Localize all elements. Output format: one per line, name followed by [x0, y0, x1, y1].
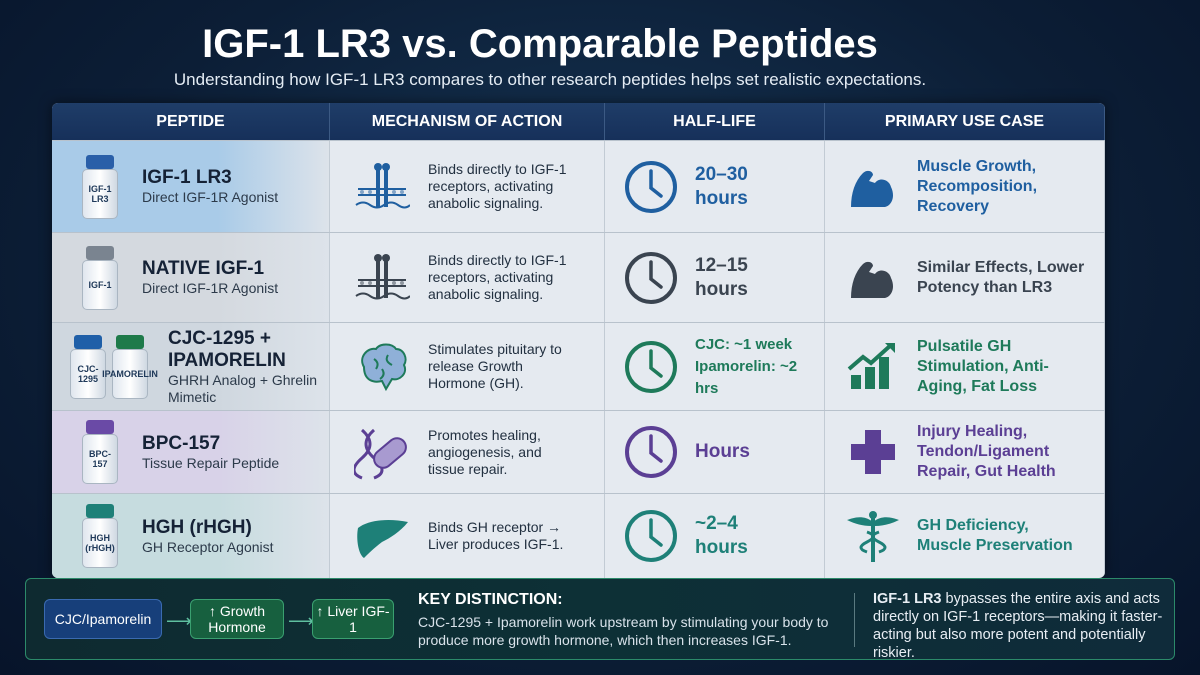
peptide-cell: CJC-1295 IPAMORELIN CJC-1295 + IPAMORELIN G… [52, 323, 330, 410]
clock-icon [623, 159, 679, 215]
caduceus-icon [845, 508, 901, 564]
peptide-cell: BPC-157 BPC-157 Tissue Repair Peptide [52, 411, 330, 493]
use-case-text: Pulsatile GH Stimulation, Anti-Aging, Fa… [917, 337, 1049, 395]
comparison-table: PEPTIDE MECHANISM OF ACTION HALF-LIFE PR… [52, 103, 1105, 578]
half-life-value: CJC: ~1 week Ipamorelin: ~2 hrs [695, 335, 798, 397]
dna-bandage-icon [352, 424, 410, 480]
divider [854, 593, 855, 647]
use-case-text: Injury Healing, Tendon/Ligament Repair, … [917, 423, 1056, 480]
half-life-value: 12–15 hours [695, 254, 748, 300]
key-distinction-title: KEY DISTINCTION: [418, 591, 563, 608]
flexed-arm-icon [845, 250, 901, 306]
flexed-arm-icon [845, 159, 901, 215]
key-distinction-text: CJC-1295 + Ipamorelin work upstream by s… [418, 614, 829, 648]
medical-cross-icon [845, 424, 901, 480]
table-row: CJC-1295 IPAMORELIN CJC-1295 + IPAMORELIN G… [52, 322, 1105, 410]
brain-icon [354, 339, 410, 395]
mechanism-cell: Binds directly to IGF-1 receptors, activ… [330, 141, 605, 232]
liver-icon [354, 508, 410, 564]
mechanism-cell: Promotes healing, angiogenesis, and tiss… [330, 411, 605, 493]
peptide-description: Direct IGF-1R Agonist [142, 280, 279, 296]
peptide-name: IGF-1 LR3 [142, 167, 232, 188]
page-subtitle: Understanding how IGF-1 LR3 compares to … [173, 70, 927, 89]
mechanism-cell: Binds GH receptor → Liver produces IGF-1… [330, 494, 605, 578]
use-case-cell: GH Deficiency, Muscle Preservation [825, 494, 1105, 578]
table-row: HGH (rHGH) HGH (rHGH) GH Receptor Agonist … [52, 493, 1105, 578]
vial-icon: CJC-1295 [70, 334, 106, 399]
header-use-case: PRIMARY USE CASE [825, 103, 1105, 140]
peptide-cell: IGF-1 LR3 IGF-1 LR3 Direct IGF-1R Agonist [52, 141, 330, 232]
use-case-cell: Injury Healing, Tendon/Ligament Repair, … [825, 411, 1105, 493]
key-distinction-panel: CJC/Ipamorelin ⟶ ↑ Growth Hormone ⟶ ↑ Li… [25, 578, 1175, 662]
mechanism-text: Promotes healing, angiogenesis, and tiss… [428, 426, 542, 477]
lr3-note-text: bypasses the entire axis and acts direct… [873, 591, 1163, 661]
vial-icon: HGH (rHGH) [82, 504, 118, 568]
use-case-text: Muscle Growth, Recomposition, Recovery [917, 157, 1038, 215]
peptide-name: HGH (rHGH) [142, 516, 252, 538]
clock-icon [623, 424, 679, 480]
table-header: PEPTIDE MECHANISM OF ACTION HALF-LIFE PR… [52, 103, 1105, 140]
flow-igf-box: ↑ Liver IGF-1 [312, 599, 394, 639]
peptide-cell: IGF-1 NATIVE IGF-1 Direct IGF-1R Agonist [52, 233, 330, 322]
half-life-value: 20–30 hours [695, 163, 748, 209]
mechanism-cell: Stimulates pituitary to release Growth H… [330, 323, 605, 410]
half-life-cell: Hours [605, 411, 825, 493]
peptide-name: CJC-1295 + IPAMORELIN [168, 327, 286, 371]
use-case-text: GH Deficiency, Muscle Preservation [917, 517, 1073, 554]
half-life-value: Hours [695, 441, 750, 462]
receptor-icon [354, 250, 411, 306]
growth-chart-icon [845, 339, 901, 395]
table-row: IGF-1 LR3 IGF-1 LR3 Direct IGF-1R Agonist … [52, 140, 1105, 232]
mechanism-text: Stimulates pituitary to release Growth H… [428, 341, 562, 391]
mechanism-cell: Binds directly to IGF-1 receptors, activ… [330, 233, 605, 322]
flow-gh-box: ↑ Growth Hormone [190, 599, 284, 639]
vial-icon: BPC-157 [82, 420, 118, 484]
use-case-cell: Similar Effects, Lower Potency than LR3 [825, 233, 1105, 322]
page-title: IGF-1 LR3 vs. Comparable Peptides [202, 22, 878, 66]
table-row: IGF-1 NATIVE IGF-1 Direct IGF-1R Agonist B… [52, 232, 1105, 322]
half-life-cell: CJC: ~1 week Ipamorelin: ~2 hrs [605, 323, 825, 410]
arrow-icon: ⟶ [288, 611, 314, 631]
arrow-icon: ⟶ [166, 611, 192, 631]
peptide-description: GHRH Analog + Ghrelin Mimetic [168, 371, 318, 405]
mechanism-text: Binds directly to IGF-1 receptors, activ… [428, 252, 567, 302]
half-life-cell: ~2–4 hours [605, 494, 825, 578]
lr3-note-bold: IGF-1 LR3 [873, 591, 942, 607]
vial-icon: IGF-1 [82, 245, 118, 310]
peptide-description: Direct IGF-1R Agonist [142, 189, 279, 205]
lr3-note: IGF-1 LR3 bypasses the entire axis and a… [873, 590, 1173, 662]
header-peptide: PEPTIDE [52, 103, 330, 140]
flow-cjc-box: CJC/Ipamorelin [44, 599, 162, 639]
half-life-cell: 12–15 hours [605, 233, 825, 322]
use-case-cell: Pulsatile GH Stimulation, Anti-Aging, Fa… [825, 323, 1105, 410]
vial-icon: IPAMORELIN [102, 334, 158, 399]
clock-icon [623, 339, 679, 395]
peptide-description: Tissue Repair Peptide [142, 454, 280, 471]
mechanism-text: Binds directly to IGF-1 receptors, activ… [428, 161, 567, 211]
header-half-life: HALF-LIFE [605, 103, 825, 140]
peptide-name: NATIVE IGF-1 [142, 258, 265, 279]
clock-icon [623, 250, 679, 306]
use-case-text: Similar Effects, Lower Potency than LR3 [917, 258, 1085, 296]
mechanism-text: Binds GH receptor → Liver produces IGF-1… [428, 519, 564, 552]
half-life-value: ~2–4 hours [695, 513, 748, 558]
vial-icon: IGF-1 LR3 [82, 154, 118, 219]
peptide-cell: HGH (rHGH) HGH (rHGH) GH Receptor Agonist [52, 494, 330, 578]
use-case-cell: Muscle Growth, Recomposition, Recovery [825, 141, 1105, 232]
header-mechanism: MECHANISM OF ACTION [330, 103, 605, 140]
peptide-name: BPC-157 [142, 432, 221, 454]
clock-icon [623, 508, 679, 564]
receptor-icon [354, 159, 411, 215]
half-life-cell: 20–30 hours [605, 141, 825, 232]
peptide-description: GH Receptor Agonist [142, 538, 274, 555]
table-row: BPC-157 BPC-157 Tissue Repair Peptide Prom… [52, 410, 1105, 493]
